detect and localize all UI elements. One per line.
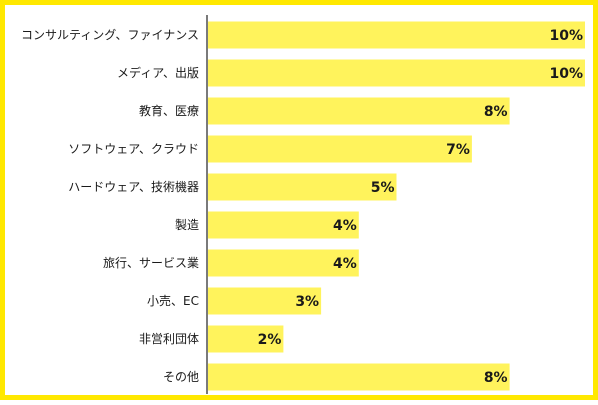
category-label: 製造	[175, 218, 199, 232]
bar	[208, 363, 510, 391]
category-label: メディア、出版	[117, 65, 199, 80]
value-label: 5%	[371, 180, 395, 196]
bar	[208, 59, 585, 87]
value-label: 4%	[333, 256, 357, 272]
value-label: 4%	[333, 218, 357, 234]
value-label: 3%	[295, 294, 319, 310]
category-label: 非営利団体	[139, 332, 199, 346]
bar	[208, 173, 397, 201]
value-label: 2%	[258, 332, 282, 348]
bar	[208, 135, 472, 163]
bar	[208, 211, 359, 239]
value-label: 7%	[446, 142, 470, 158]
bar	[208, 325, 284, 353]
bar	[208, 21, 585, 49]
value-label: 10%	[549, 66, 583, 82]
value-label: 8%	[484, 370, 508, 386]
bar	[208, 287, 322, 315]
category-label: ハードウェア、技術機器	[68, 179, 199, 194]
category-label: 教育、医療	[139, 103, 199, 118]
bar	[208, 249, 359, 277]
category-label: ソフトウェア、クラウド	[68, 142, 199, 156]
category-label: 旅行、サービス業	[103, 256, 199, 270]
category-label: 小売、EC	[147, 293, 199, 308]
value-label: 8%	[484, 104, 508, 120]
bar	[208, 97, 510, 125]
category-label: その他	[163, 370, 199, 384]
bar-chart: コンサルティング、ファイナンス 10% メディア、出版 10% 教育、医療 8% ソフトウェ…	[21, 15, 585, 394]
category-label: コンサルティング、ファイナンス	[21, 28, 199, 42]
value-label: 10%	[549, 28, 583, 44]
